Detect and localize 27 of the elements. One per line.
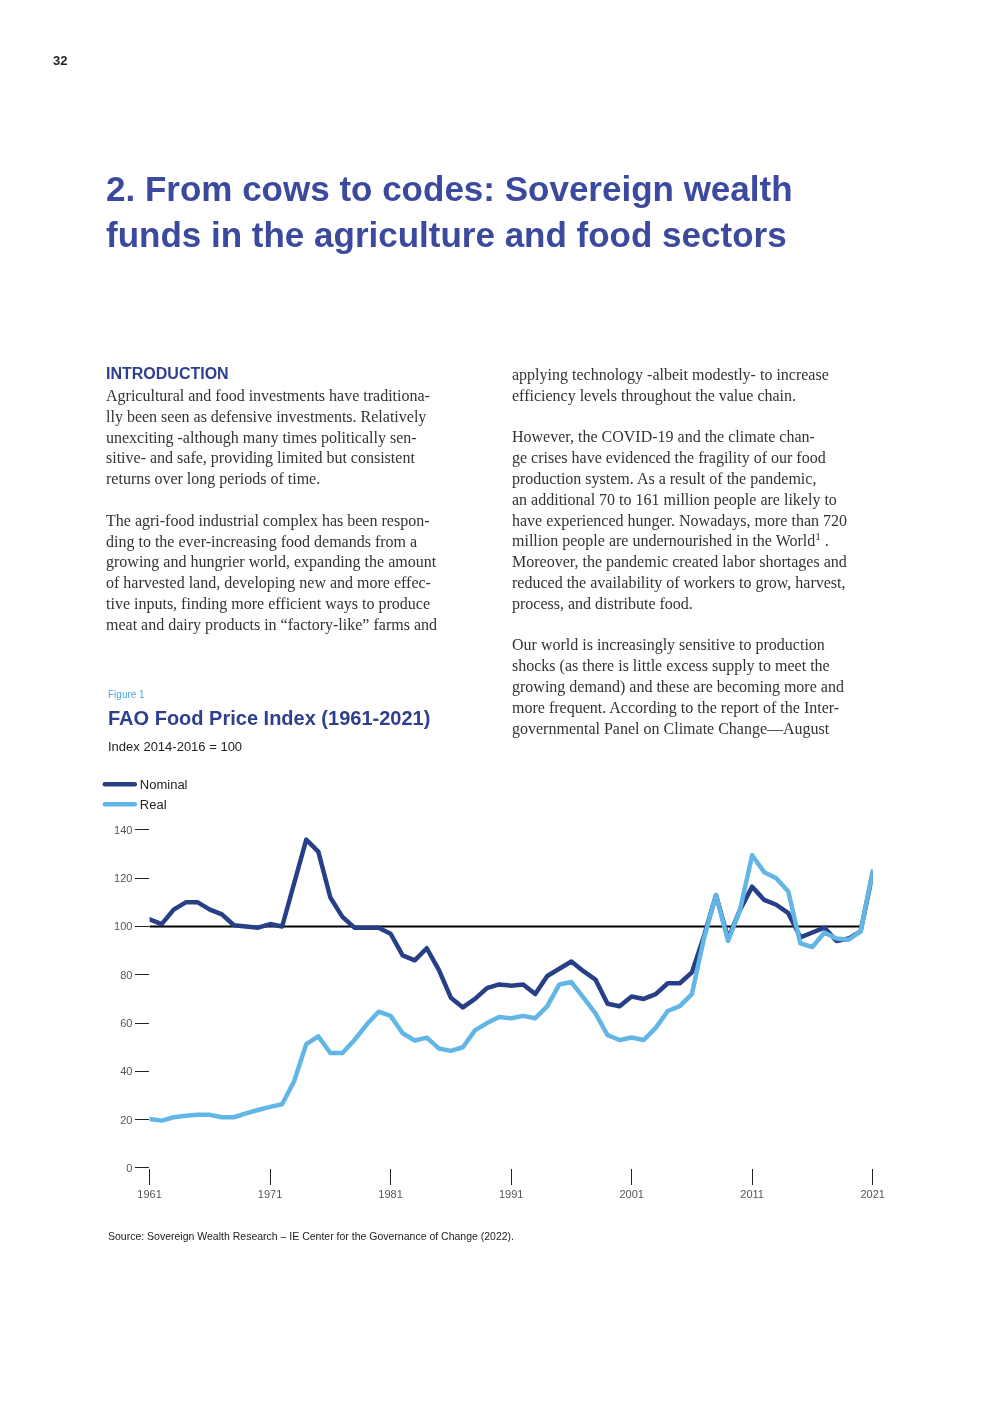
y-tick-label: 60 xyxy=(120,1016,133,1029)
text: INTRODUCTION xyxy=(106,365,229,382)
x-tick-label: 2011 xyxy=(740,1188,764,1201)
y-tick-label: 0 xyxy=(126,1161,133,1174)
y-tick-label: 40 xyxy=(120,1065,133,1078)
y-tick-label: 100 xyxy=(114,920,133,933)
y-tick-label: 120 xyxy=(114,872,133,885)
text: 32 xyxy=(53,53,68,68)
text: applying technology -albeit modestly- to increase efficiency levels throughout the value chain. However, the COVID-19 and the climate chan- ge crises have evidenced the fragility of our food production system. As a result of the pandemic, an additional 70 to 161 million people are likely to have experienced hunger. Nowadays, more than 720 million people are undernourished in the World$^{1}$ . Moreover, the pandemic created labor shortages and reduced the availability of workers to grow, harvest, process, and distribute food. Our world is increasingly sensitive to production shocks (as there is little excess supply to meet the growing demand) and these are becoming more and more frequent. According to the report of the Inter- governmental Panel on Climate Change—August xyxy=(512,366,847,737)
y-tick-label: 80 xyxy=(120,968,133,981)
legend-label: Real xyxy=(139,797,167,813)
line-series xyxy=(149,853,873,1123)
x-tick-label: 2021 xyxy=(860,1188,885,1201)
y-tick-label: 140 xyxy=(114,823,133,836)
text: 2. From cows to codes: Sovereign wealth funds in the agriculture and food sectors xyxy=(106,169,793,254)
caption: Figure 1 xyxy=(108,689,146,700)
x-tick-label: 1991 xyxy=(498,1188,524,1201)
text: Agricultural and food investments have traditiona- lly been seen as defensive investments. Relatively unexciting -although many times politically sen- sitive- and safe, providing limited but consistent returns over long periods of time. The agri-food industrial complex has been respon- ding to the ever-increasing food demands from a growing and hungrier world, expanding the amount of harvested land, developing new and more effec- tive inputs, finding more efficient ways to produce meat and dairy products in “factory-like” farms and xyxy=(106,387,437,633)
x-tick-label: 2001 xyxy=(619,1188,644,1201)
legend-label: Nominal xyxy=(139,777,188,793)
x-tick-label: 1981 xyxy=(378,1188,403,1201)
y-tick-label: 20 xyxy=(120,1113,133,1126)
x-tick-label: 1961 xyxy=(137,1188,162,1201)
chart-title: FAO Food Price Index (1961-2021) xyxy=(108,707,431,729)
x-tick-label: 1971 xyxy=(257,1188,283,1201)
source-note: Source: Sovereign Wealth Research – IE Center for the Governance of Change (2022). xyxy=(108,1230,515,1242)
chart-subtitle: Index 2014-2016 = 100 xyxy=(108,739,243,754)
